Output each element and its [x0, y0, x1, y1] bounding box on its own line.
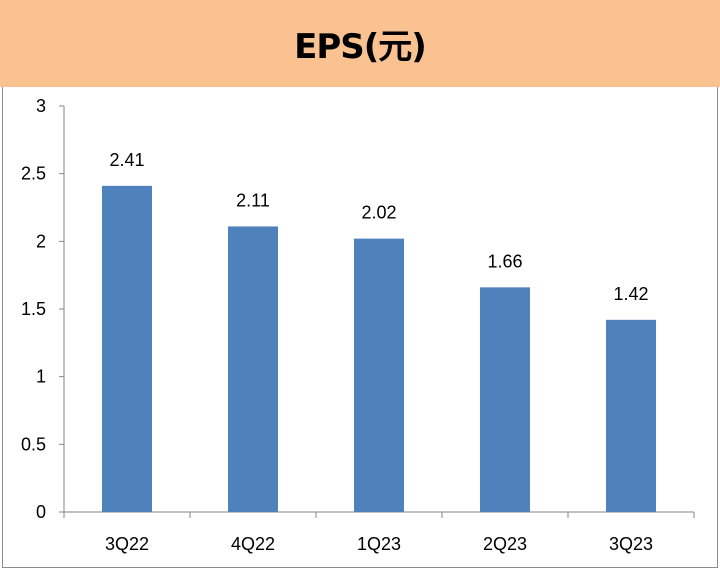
bar-2Q23 [480, 287, 530, 512]
chart-title: EPS(元) [294, 27, 427, 67]
x-tick-label: 3Q22 [105, 534, 149, 554]
bar-4Q22 [228, 226, 278, 513]
chart-title-band: EPS(元) [0, 0, 720, 87]
y-tick-label: 0 [36, 502, 46, 522]
x-tick-label: 4Q22 [231, 534, 275, 554]
y-tick-label: 1 [36, 367, 46, 387]
data-label: 1.66 [487, 251, 522, 271]
data-label: 2.41 [109, 150, 144, 170]
y-tick-label: 0.5 [21, 434, 46, 454]
data-label: 2.02 [361, 203, 396, 223]
data-label: 1.42 [613, 284, 648, 304]
y-tick-label: 2.5 [21, 164, 46, 184]
plot-frame [2, 87, 718, 568]
y-tick-label: 1.5 [21, 299, 46, 319]
x-tick-label: 3Q23 [609, 534, 653, 554]
y-tick-label: 3 [36, 96, 46, 116]
x-tick-label: 1Q23 [357, 534, 401, 554]
y-tick-label: 2 [36, 231, 46, 251]
x-tick-label: 2Q23 [483, 534, 527, 554]
data-label: 2.11 [236, 190, 270, 210]
bar-3Q22 [102, 185, 152, 512]
bar-1Q23 [354, 238, 404, 513]
bar-3Q23 [606, 319, 656, 512]
